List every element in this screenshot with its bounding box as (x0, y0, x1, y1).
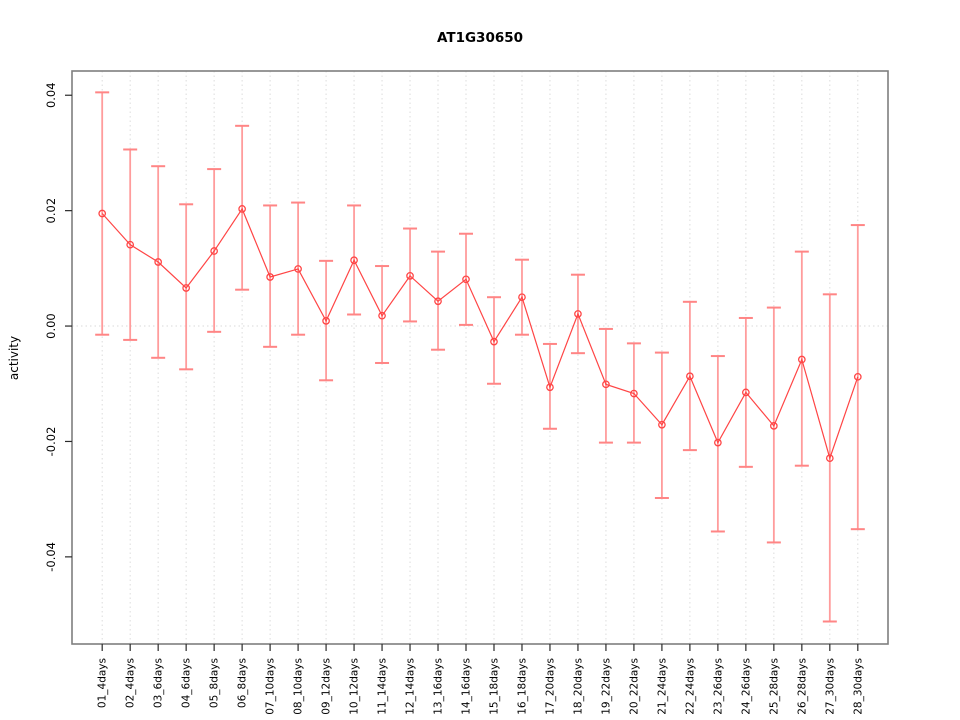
data-point-marker (742, 388, 750, 397)
data-point-marker (770, 422, 778, 430)
x-axis-tick-label: 04_6days (181, 658, 193, 708)
x-axis-tick-label: 26_28days (796, 658, 808, 715)
data-point-marker (546, 383, 554, 392)
data-point-marker (630, 389, 638, 398)
data-point-marker (825, 454, 834, 463)
series-line (101, 207, 859, 461)
x-axis-tick-label: 08_10days (293, 658, 305, 715)
x-axis-tick-label: 20_22days (628, 658, 640, 715)
data-point-marker (126, 240, 135, 249)
data-point-marker (686, 372, 694, 381)
x-axis-tick-label: 16_18days (516, 658, 528, 715)
data-point-marker (294, 265, 302, 273)
plot-border (71, 70, 889, 645)
data-point-marker (350, 256, 358, 265)
data-point-marker (266, 273, 274, 281)
x-axis-tick-label: 27_30days (824, 658, 836, 715)
data-point-marker (238, 205, 246, 213)
data-point-marker (602, 380, 610, 389)
data-point-marker (154, 258, 163, 266)
x-axis-tick-label: 23_26days (712, 658, 724, 715)
data-point-marker (462, 275, 470, 284)
x-axis-tick-label: 05_8days (209, 658, 221, 708)
x-axis-tick-label: 22_24days (684, 658, 696, 715)
x-axis-tick-label: 28_30days (852, 658, 864, 715)
x-axis-tick-label: 21_24days (656, 658, 668, 715)
data-point-marker (322, 317, 330, 325)
data-point-marker (378, 311, 386, 320)
y-axis-tick-label: 0.04 (44, 82, 58, 108)
data-point-marker (853, 372, 862, 381)
data-point-marker (714, 438, 722, 447)
x-axis-tick-label: 03_6days (153, 658, 165, 708)
data-point-marker (210, 247, 218, 255)
data-point-marker (518, 293, 526, 302)
data-point-marker (434, 297, 442, 306)
y-axis-tick-label: 0.02 (44, 198, 58, 224)
x-axis-tick-label: 06_8days (237, 658, 249, 708)
x-axis-tick-label: 24_26days (740, 658, 752, 715)
x-axis-tick-label: 12_14days (405, 658, 417, 715)
x-axis-tick-label: 02_4days (125, 658, 137, 708)
x-axis-tick-label: 07_10days (265, 658, 277, 715)
x-axis-tick-label: 25_28days (768, 658, 780, 715)
x-axis-tick-label: 19_22days (600, 658, 612, 715)
data-point-marker (658, 420, 666, 429)
x-axis-tick-label: 10_12days (349, 658, 361, 715)
x-axis-tick-label: 18_20days (572, 658, 584, 715)
y-axis-tick-label: -0.02 (44, 427, 58, 457)
y-axis-tick-label: -0.04 (44, 542, 58, 572)
x-axis-tick-label: 15_18days (488, 658, 500, 715)
data-point-marker (406, 271, 414, 280)
x-axis-tick-label: 09_12days (321, 658, 333, 715)
data-point-marker (574, 310, 582, 318)
x-axis-tick-label: 17_20days (544, 658, 556, 715)
data-point-marker (797, 355, 806, 364)
data-point-marker (98, 209, 107, 218)
data-point-marker (182, 284, 190, 292)
chart-title: AT1G30650 (436, 30, 524, 46)
data-point-marker (490, 337, 498, 346)
x-axis-tick-label: 01_4days (97, 658, 109, 708)
x-axis-tick-label: 14_16days (461, 658, 473, 715)
y-axis-tick-label: 0.00 (44, 313, 58, 339)
x-axis-tick-label: 11_14days (377, 658, 389, 715)
x-axis-tick-label: 13_16days (433, 658, 445, 715)
